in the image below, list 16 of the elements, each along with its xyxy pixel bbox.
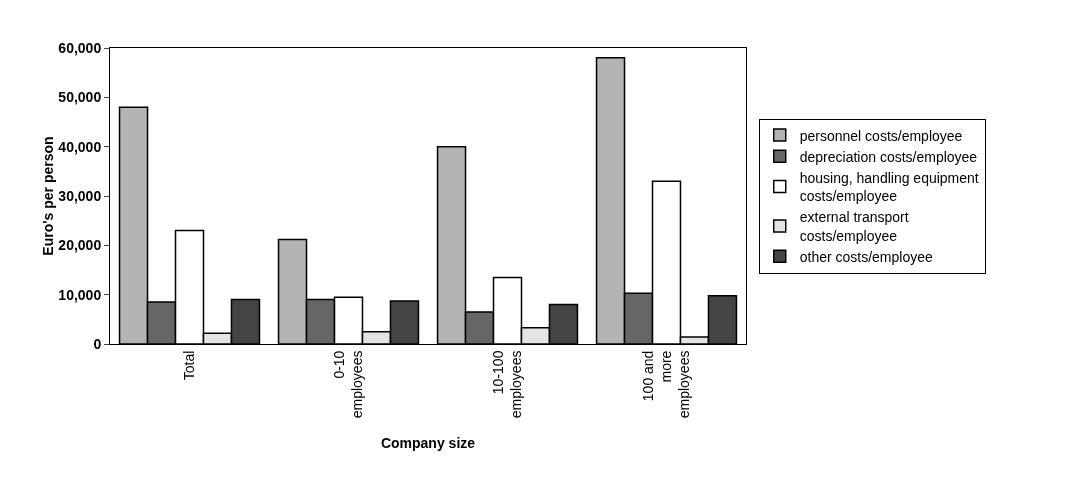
y-tick-label: 60,000 <box>58 39 102 56</box>
x-tick-label: 10-100 employees <box>489 350 525 419</box>
x-tick-label: 100 and more employees <box>639 350 693 419</box>
legend-label: other costs/employee <box>799 248 933 265</box>
x-tick-label: 0-10 employees <box>330 350 366 419</box>
x-tick-label: Total <box>181 350 198 381</box>
legend-label: depreciation costs/employee <box>799 148 978 165</box>
y-tick-label: 50,000 <box>58 89 102 106</box>
y-axis-title: Euro's per person <box>40 136 57 256</box>
y-tick-label: 10,000 <box>58 286 102 303</box>
y-tick-label: 20,000 <box>58 237 102 254</box>
y-tick-label: 0 <box>93 335 102 352</box>
x-axis-title: Company size <box>380 434 476 451</box>
legend-label: personnel costs/employee <box>799 127 963 144</box>
y-tick-label: 40,000 <box>58 138 102 155</box>
y-tick-label: 30,000 <box>58 187 102 204</box>
